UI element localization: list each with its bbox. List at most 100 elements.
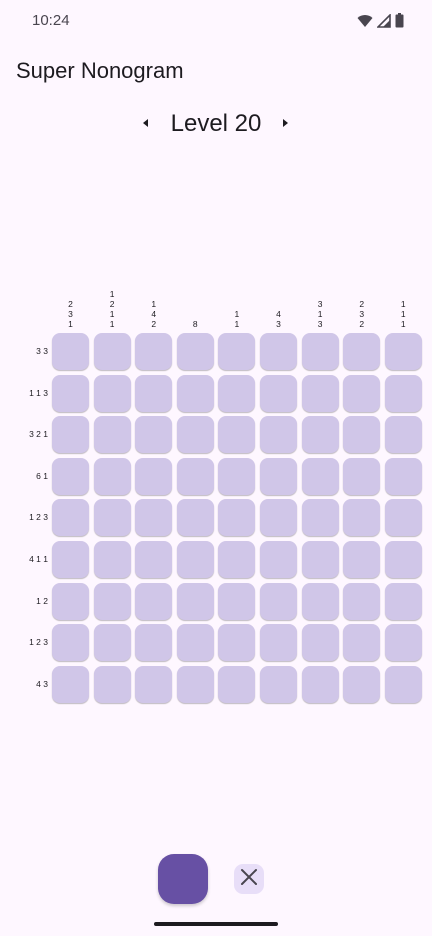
grid-cell[interactable] [176, 499, 214, 537]
grid-cell[interactable] [301, 541, 339, 578]
grid-cell[interactable] [135, 374, 173, 412]
grid-cell[interactable] [301, 665, 339, 703]
grid-cell[interactable] [260, 499, 297, 537]
grid-cell[interactable] [176, 665, 214, 703]
grid-cell[interactable] [52, 582, 89, 620]
grid-cell[interactable] [384, 374, 422, 412]
column-clue-number: 8 [192, 319, 198, 329]
grid-cell[interactable] [135, 499, 173, 537]
grid-cell[interactable] [260, 457, 297, 495]
column-clue-number: 3 [317, 299, 323, 309]
cross-mode-button[interactable] [234, 864, 264, 894]
grid-cell[interactable] [343, 499, 381, 537]
grid-cell[interactable] [260, 582, 297, 620]
grid-cell[interactable] [384, 457, 422, 495]
row-clue: 1 2 3 [29, 512, 48, 523]
grid-cell[interactable] [218, 665, 256, 703]
grid-cell[interactable] [135, 624, 173, 662]
grid-cell[interactable] [176, 624, 214, 662]
grid-cell[interactable] [52, 416, 89, 454]
grid-cell[interactable] [260, 333, 297, 370]
grid-cell[interactable] [343, 374, 381, 412]
grid-cell[interactable] [135, 582, 173, 620]
grid-cell[interactable] [218, 333, 256, 370]
grid-cell[interactable] [176, 374, 214, 412]
grid-cell[interactable] [384, 582, 422, 620]
grid-cell[interactable] [343, 665, 381, 703]
level-label: Level 20 [170, 110, 262, 137]
grid-cell[interactable] [301, 374, 339, 412]
grid-cell[interactable] [260, 665, 297, 703]
grid-cell[interactable] [135, 665, 173, 703]
grid-cell[interactable] [52, 541, 89, 578]
grid-cell[interactable] [301, 457, 339, 495]
grid-cell[interactable] [93, 624, 131, 662]
column-clue-number: 2 [109, 299, 115, 309]
grid-cell[interactable] [218, 624, 256, 662]
grid-cell[interactable] [384, 665, 422, 703]
grid-cell[interactable] [52, 499, 89, 537]
column-clue-number: 3 [276, 319, 281, 329]
previous-level-button[interactable] [134, 112, 158, 136]
grid-cell[interactable] [260, 374, 297, 412]
grid-cell[interactable] [93, 416, 131, 454]
grid-cell[interactable] [218, 582, 256, 620]
grid-cell[interactable] [384, 416, 422, 454]
grid-cell[interactable] [52, 374, 89, 412]
grid-cell[interactable] [343, 582, 381, 620]
grid-cell[interactable] [176, 582, 214, 620]
grid-cell[interactable] [384, 624, 422, 662]
grid-cell[interactable] [93, 374, 131, 412]
grid-cell[interactable] [343, 333, 381, 370]
grid-cell[interactable] [176, 457, 214, 495]
grid-cell[interactable] [301, 582, 339, 620]
grid-cell[interactable] [260, 624, 297, 662]
grid-cell[interactable] [52, 624, 89, 662]
grid-cell[interactable] [343, 541, 381, 578]
grid-cell[interactable] [301, 416, 339, 454]
next-level-button[interactable] [273, 112, 297, 136]
column-clue-number: 1 [317, 309, 323, 319]
column-clue-number: 1 [68, 319, 73, 329]
grid-cell[interactable] [343, 624, 381, 662]
grid-cell[interactable] [384, 541, 422, 578]
grid-cell[interactable] [218, 416, 256, 454]
grid-cell[interactable] [93, 499, 131, 537]
grid-cell[interactable] [343, 457, 381, 495]
grid-cell[interactable] [52, 457, 89, 495]
column-clue-number: 1 [109, 309, 115, 319]
grid-cell[interactable] [301, 499, 339, 537]
grid-cell[interactable] [135, 416, 173, 454]
grid-cell[interactable] [135, 333, 173, 370]
grid-cell[interactable] [218, 457, 256, 495]
grid-cell[interactable] [260, 416, 297, 454]
grid-cell[interactable] [301, 333, 339, 370]
grid-cell[interactable] [218, 541, 256, 578]
grid-cell[interactable] [176, 333, 214, 370]
grid-cell[interactable] [93, 457, 131, 495]
grid-cell[interactable] [135, 457, 173, 495]
grid-cell[interactable] [218, 499, 256, 537]
grid-cell[interactable] [384, 499, 422, 537]
grid-cell[interactable] [135, 541, 173, 578]
grid-cell[interactable] [52, 665, 89, 703]
grid-cell[interactable] [260, 541, 297, 578]
status-time: 10:24 [32, 12, 70, 29]
grid-cell[interactable] [176, 541, 214, 578]
grid-cell[interactable] [93, 541, 131, 578]
home-indicator [154, 922, 278, 926]
grid-cell[interactable] [384, 333, 422, 370]
grid-cell[interactable] [52, 333, 89, 370]
grid-cell[interactable] [301, 624, 339, 662]
grid-cell[interactable] [93, 665, 131, 703]
grid-cell[interactable] [343, 416, 381, 454]
grid-cell[interactable] [218, 374, 256, 412]
fill-mode-button[interactable] [158, 854, 208, 904]
grid-cell[interactable] [93, 582, 131, 620]
grid-cell[interactable] [93, 333, 131, 370]
grid-cell[interactable] [176, 416, 214, 454]
column-clue: 8 [177, 319, 214, 329]
